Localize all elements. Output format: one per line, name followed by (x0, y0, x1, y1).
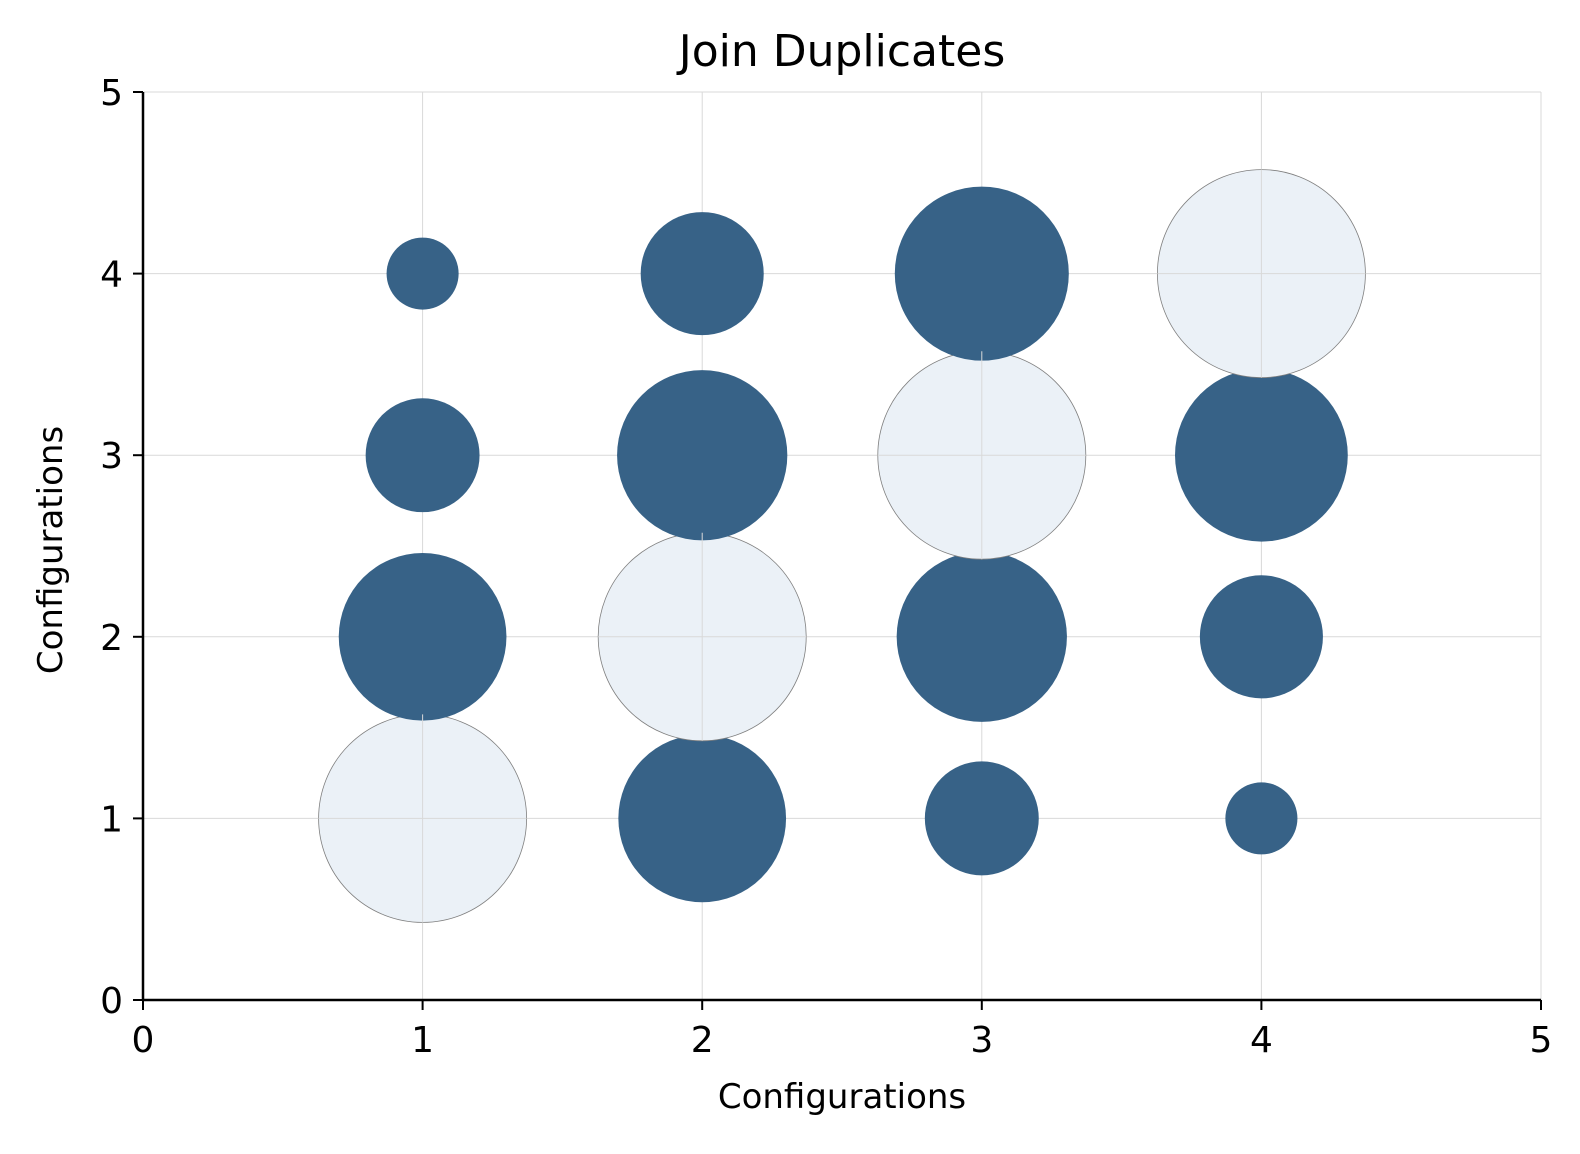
data-point (896, 551, 1067, 722)
data-point (386, 237, 459, 310)
y-tick-label: 4 (100, 255, 123, 296)
x-axis-ticks: 0 1 2 3 4 5 (132, 1000, 1553, 1061)
x-tick-label: 5 (1530, 1020, 1553, 1061)
data-point (1199, 575, 1323, 699)
data-point (1225, 782, 1298, 855)
y-axis-ticks: 0 1 2 3 4 5 (100, 73, 143, 1022)
data-point (894, 186, 1069, 361)
y-tick-label: 5 (100, 73, 123, 114)
data-points (318, 169, 1366, 923)
x-tick-label: 1 (411, 1020, 434, 1061)
x-tick-label: 2 (691, 1020, 714, 1061)
y-axis-label: Configurations (31, 426, 71, 674)
x-tick-label: 0 (132, 1020, 155, 1061)
axes (141, 92, 1541, 1002)
y-tick-label: 3 (100, 436, 123, 477)
x-tick-label: 3 (970, 1020, 993, 1061)
y-tick-label: 1 (100, 799, 123, 840)
data-point (618, 734, 787, 903)
x-axis-label: Configurations (718, 1077, 966, 1117)
data-point (640, 212, 764, 336)
data-point (1175, 368, 1348, 542)
data-point (338, 552, 507, 721)
chart-title: Join Duplicates (676, 26, 1006, 77)
data-point (365, 398, 480, 513)
data-point (924, 761, 1039, 876)
y-tick-label: 0 (100, 981, 123, 1022)
y-tick-label: 2 (100, 618, 123, 659)
x-tick-label: 4 (1250, 1020, 1273, 1061)
data-point (617, 370, 788, 541)
